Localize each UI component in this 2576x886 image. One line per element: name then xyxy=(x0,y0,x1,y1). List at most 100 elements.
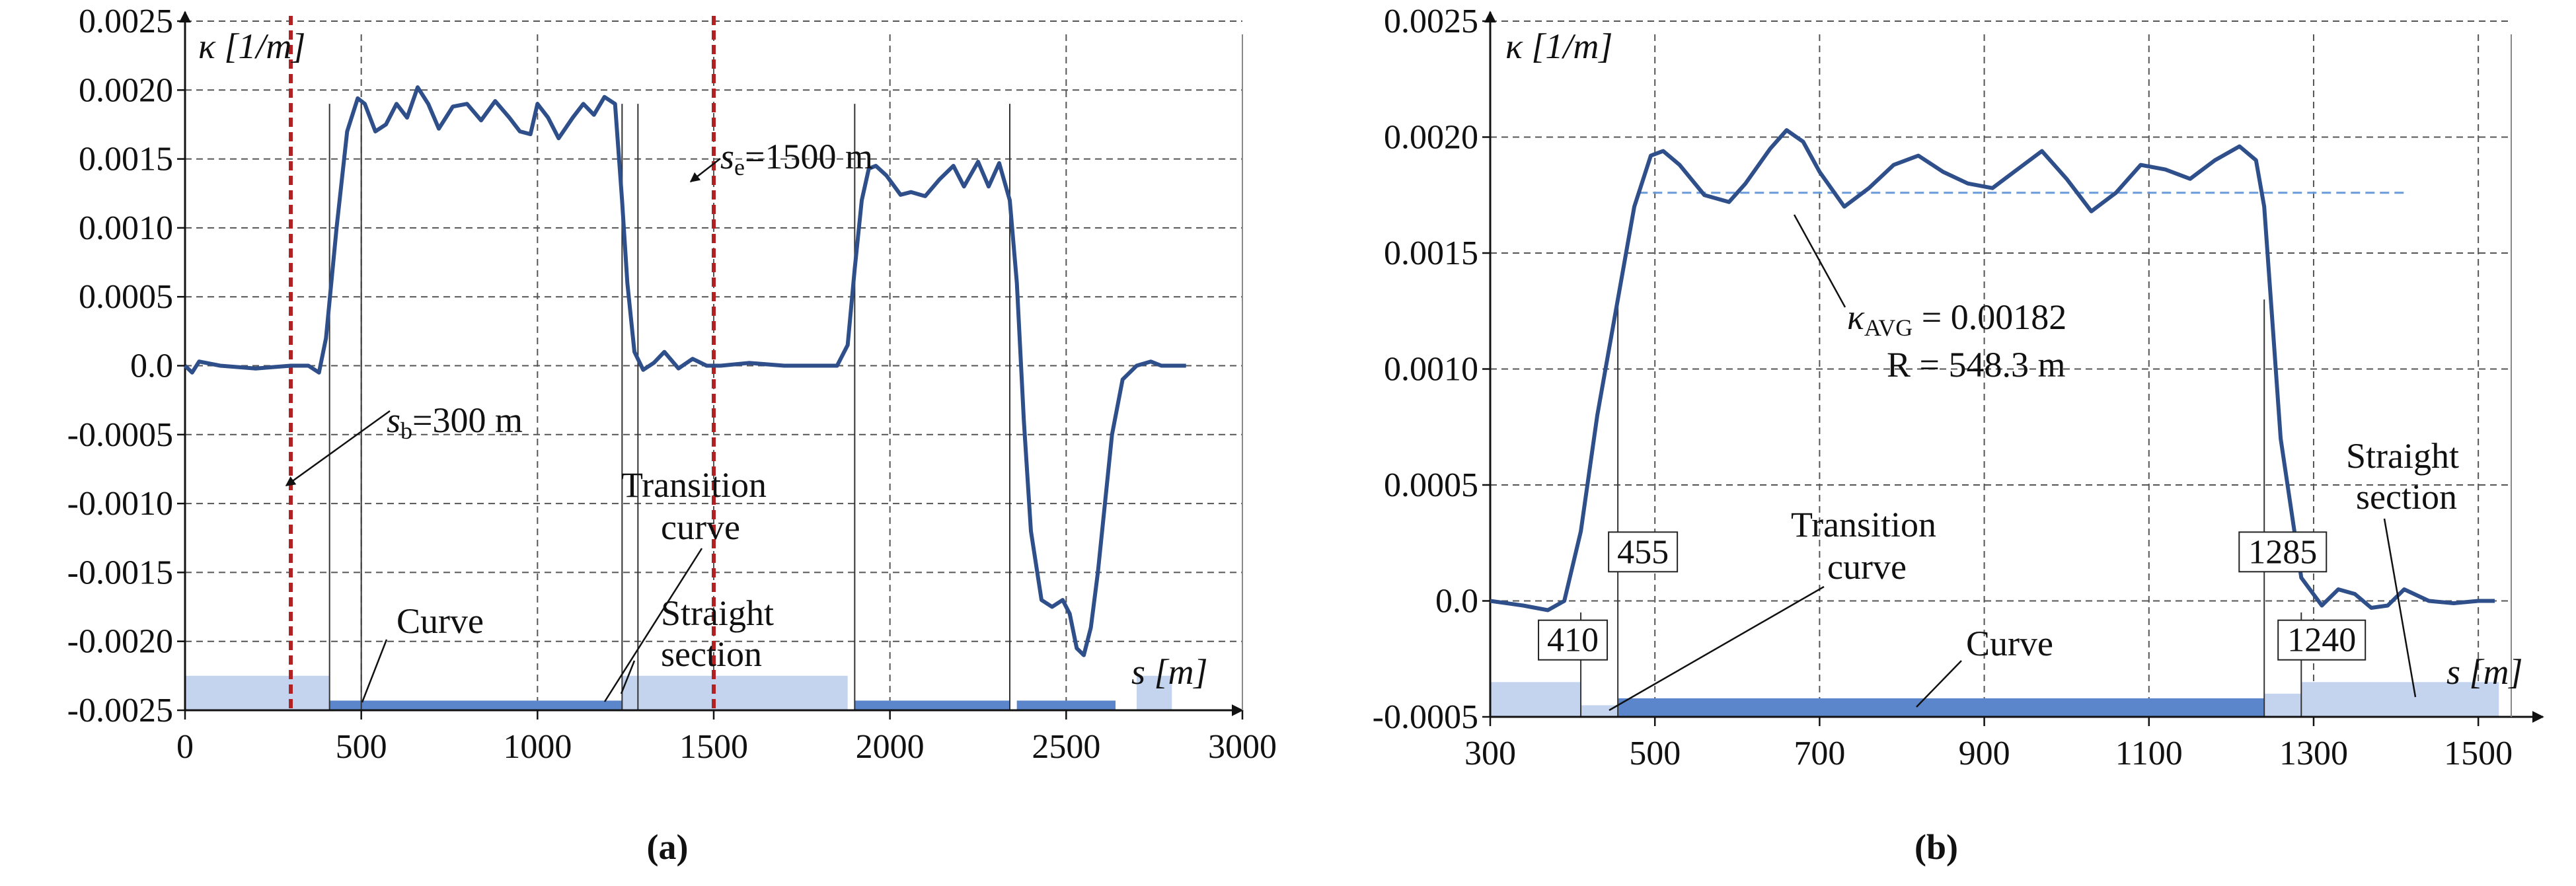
y-tick-label: 0.0015 xyxy=(79,141,173,178)
y-axis-label-a: κ [1/m] xyxy=(198,26,305,66)
chart-panel-b: 300 500 700 900 1100 1300 1500 0.00250.00200.0… xyxy=(1373,3,2544,867)
boxed-labels-b: 410 455 1285 1240 xyxy=(1538,531,2367,661)
annotation-curve-label-b: Curve xyxy=(1966,624,2053,663)
grid-b xyxy=(1490,20,2511,717)
y-tick-label: 0.0020 xyxy=(1384,119,1478,157)
boxed-label-410: 410 xyxy=(1547,622,1599,659)
boxed-label-frame xyxy=(1608,531,1679,573)
annotation-transition-b: Transition xyxy=(1791,505,1936,544)
x-tick-label: 500 xyxy=(1629,735,1681,772)
avg-leader xyxy=(1793,214,1846,308)
curve-band xyxy=(329,700,623,710)
boxed-label-frame xyxy=(1538,619,1609,661)
annotation-transition-a: Transition xyxy=(621,465,767,505)
annotation-straight-leader-b xyxy=(2383,518,2417,698)
curve-band xyxy=(1618,698,2265,717)
y-tick-label: 0.0025 xyxy=(79,3,173,40)
guide-lines-a xyxy=(328,104,1010,710)
x-tick-label: 700 xyxy=(1794,735,1845,772)
boxed-label-frame xyxy=(2277,619,2367,661)
x-tick-label: 500 xyxy=(336,728,387,766)
boxed-label-1240: 1240 xyxy=(2287,622,2356,659)
boxed-label-1285: 1285 xyxy=(2248,533,2317,571)
boxed-label-frame xyxy=(2238,531,2328,573)
curve-band xyxy=(854,700,1010,710)
annotation-curve-a: curve xyxy=(661,507,740,547)
annotation-transition-leader-b xyxy=(1609,585,1825,712)
transition-band xyxy=(1581,705,1618,717)
x-tick-label: 1100 xyxy=(2115,735,2183,772)
straight-band xyxy=(1490,682,1581,717)
axes-b xyxy=(1484,11,2544,723)
y-ticks-a: 0.0025 0.0020 0.0015 0.0010 0.0005 0.0 -0.0005… xyxy=(67,3,185,729)
transition-band xyxy=(2264,693,2302,717)
marker-leader-sb xyxy=(285,410,391,487)
x-tick-label: 2500 xyxy=(1032,728,1100,766)
x-tick-label: 2000 xyxy=(856,728,925,766)
y-tick-label: 0.0020 xyxy=(79,71,173,109)
panel-label-b: (b) xyxy=(1914,827,1958,867)
boxed-label-455: 455 xyxy=(1617,533,1669,571)
y-tick-label: -0.0005 xyxy=(67,416,173,454)
segment-bands-a xyxy=(185,675,1172,710)
y-tick-label: 0.0005 xyxy=(79,278,173,316)
chart-panel-a: 0 500 1000 1500 2000 2500 3000 0.00250.00200.0… xyxy=(67,3,1277,867)
y-tick-label: 0.0015 xyxy=(1384,235,1478,272)
series-b xyxy=(1490,128,2495,612)
marker-label-se: se=1500 m xyxy=(720,137,873,180)
straight-band xyxy=(1137,675,1172,710)
marker-label-sb: sb=300 m xyxy=(387,400,523,444)
curve-band xyxy=(1016,700,1116,710)
y-axis-label-b: κ [1/m] xyxy=(1505,26,1612,66)
annotation-section-a: section xyxy=(661,634,762,674)
annotation-straight-b: Straight xyxy=(2346,436,2459,476)
x-tick-label: 300 xyxy=(1464,735,1516,772)
x-tick-label: 1300 xyxy=(2279,735,2348,772)
segment-bands-b xyxy=(1490,682,2499,717)
x-ticks-a: 0 500 1000 1500 2000 2500 3000 xyxy=(176,710,1277,766)
annotation-curve-leader-b xyxy=(1916,660,1962,708)
annotation-curve-label-a: Curve xyxy=(397,601,484,641)
y-tick-label: 0.0010 xyxy=(1384,351,1478,388)
x-tick-label: 1000 xyxy=(503,728,572,766)
annotation-straight-leader-a xyxy=(620,660,636,694)
x-ticks-b: 300 500 700 900 1100 1300 1500 xyxy=(1464,717,2513,772)
guide-lines-b xyxy=(1580,299,2302,717)
x-tick-label: 0 xyxy=(176,728,194,766)
y-tick-label: 0.0025 xyxy=(1384,3,1478,40)
series-line xyxy=(183,85,1186,657)
y-tick-label: 0.0 xyxy=(130,348,173,385)
marker-leader-se xyxy=(689,158,721,182)
annotation-curve-b: curve xyxy=(1827,547,1907,587)
series-a xyxy=(183,85,1186,657)
x-tick-label: 1500 xyxy=(2444,735,2513,772)
y-tick-label: 0.0005 xyxy=(1384,466,1478,504)
x-axis-label-a: s [m] xyxy=(1131,652,1208,692)
x-tick-label: 1500 xyxy=(679,728,748,766)
annotation-curve-leader-a xyxy=(361,639,388,703)
y-tick-label: -0.0025 xyxy=(67,692,173,729)
y-tick-label: -0.0010 xyxy=(67,485,173,523)
avg-radius-label: R = 548.3 m xyxy=(1887,345,2065,385)
y-tick-label: 0.0 xyxy=(1435,583,1478,620)
avg-kappa-label: κAVG = 0.00182 xyxy=(1847,297,2066,341)
y-tick-label: 0.0010 xyxy=(79,209,173,247)
series-line xyxy=(1490,128,2495,612)
y-tick-label: -0.0015 xyxy=(67,554,173,591)
straight-band xyxy=(638,675,848,710)
y-ticks-b: 0.0025 0.0020 0.0015 0.0010 0.0005 0.0 -0.0005 xyxy=(1373,3,1490,736)
x-tick-label: 900 xyxy=(1959,735,2010,772)
panel-label-a: (a) xyxy=(647,827,689,867)
y-tick-label: -0.0005 xyxy=(1373,698,1478,736)
transition-band xyxy=(638,693,644,710)
x-axis-label-b: s [m] xyxy=(2446,652,2523,692)
straight-band xyxy=(622,675,638,710)
straight-band xyxy=(2301,682,2499,717)
annotation-section-b: section xyxy=(2356,477,2457,517)
annotation-transition-leader-a xyxy=(603,548,703,702)
y-tick-label: -0.0020 xyxy=(67,623,173,661)
x-tick-label: 3000 xyxy=(1208,728,1277,766)
annotation-straight-a: Straight xyxy=(661,593,774,633)
straight-band xyxy=(185,675,330,710)
